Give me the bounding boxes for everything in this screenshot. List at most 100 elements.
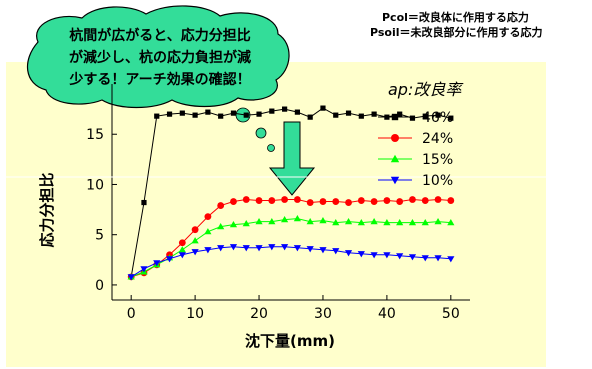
data-point bbox=[229, 244, 238, 251]
legend-label: 15% bbox=[422, 152, 453, 168]
data-point bbox=[256, 111, 262, 117]
data-point bbox=[269, 108, 275, 114]
x-tick-label: 10 bbox=[186, 306, 204, 322]
data-point bbox=[217, 223, 225, 230]
legend-label: 46% bbox=[422, 110, 453, 126]
data-point bbox=[306, 246, 314, 253]
data-point bbox=[166, 111, 173, 117]
data-point bbox=[319, 247, 327, 254]
y-tick-label: 10 bbox=[86, 177, 104, 193]
series-line bbox=[131, 199, 451, 278]
data-point bbox=[179, 110, 185, 116]
psoil-definition-note: Psoil＝未改良部分に作用する応力 bbox=[370, 26, 543, 39]
data-point bbox=[390, 154, 400, 163]
data-point bbox=[397, 111, 403, 117]
legend-item: 15% bbox=[378, 152, 453, 168]
data-point bbox=[281, 244, 289, 251]
data-point bbox=[140, 266, 148, 273]
data-point bbox=[390, 176, 400, 185]
x-tick-label: 40 bbox=[378, 306, 396, 322]
data-point bbox=[357, 219, 365, 226]
data-point bbox=[242, 245, 250, 252]
legend-label: 24% bbox=[422, 131, 453, 147]
data-point bbox=[434, 196, 442, 203]
data-point bbox=[447, 256, 455, 263]
data-point bbox=[409, 196, 416, 203]
data-point bbox=[370, 252, 378, 259]
data-point bbox=[383, 219, 391, 226]
data-point bbox=[319, 217, 327, 224]
data-point bbox=[421, 197, 429, 204]
data-point bbox=[204, 247, 212, 254]
data-point bbox=[435, 112, 441, 118]
data-point bbox=[396, 219, 404, 226]
data-point bbox=[243, 112, 249, 118]
data-point bbox=[447, 197, 455, 204]
x-tick-label: 50 bbox=[442, 306, 460, 322]
legend-label: 10% bbox=[422, 173, 453, 189]
data-point bbox=[178, 252, 186, 259]
legend-item: 24% bbox=[378, 131, 453, 147]
y-tick-label: 0 bbox=[95, 278, 104, 294]
data-point bbox=[293, 215, 301, 222]
data-point bbox=[281, 196, 289, 203]
data-point bbox=[306, 218, 314, 225]
data-point bbox=[282, 106, 288, 112]
data-point bbox=[421, 219, 429, 226]
data-point bbox=[294, 109, 300, 115]
data-point bbox=[408, 219, 417, 226]
data-point bbox=[255, 245, 263, 252]
data-point bbox=[178, 239, 186, 247]
data-point bbox=[383, 197, 391, 204]
data-point bbox=[345, 110, 352, 116]
data-point bbox=[370, 218, 378, 225]
data-point bbox=[306, 199, 314, 206]
x-tick-label: 30 bbox=[314, 306, 332, 322]
data-point bbox=[421, 255, 429, 262]
data-point bbox=[332, 198, 340, 205]
data-point bbox=[396, 198, 404, 205]
data-point bbox=[370, 198, 378, 205]
data-point bbox=[191, 237, 199, 244]
y-tick-label: 5 bbox=[95, 228, 104, 244]
down-arrow-icon bbox=[268, 121, 316, 196]
legend-title: ap:改良率 bbox=[388, 80, 464, 99]
data-point bbox=[332, 219, 340, 226]
data-point bbox=[255, 218, 263, 225]
data-point bbox=[205, 109, 211, 115]
callout-line: 少する！アーチ効果の確認！ bbox=[68, 71, 250, 88]
data-point bbox=[396, 253, 404, 260]
data-point bbox=[153, 260, 161, 267]
data-point bbox=[192, 112, 198, 118]
data-point bbox=[165, 256, 174, 263]
data-point bbox=[320, 105, 326, 111]
legend-item: 10% bbox=[378, 173, 453, 189]
data-point bbox=[268, 244, 276, 251]
x-axis-label: 沈下量(mm) bbox=[245, 332, 335, 350]
data-point bbox=[371, 111, 377, 117]
data-point bbox=[345, 199, 352, 206]
data-point bbox=[391, 134, 399, 142]
y-tick-label: 15 bbox=[86, 127, 104, 143]
series-24pct bbox=[127, 196, 455, 281]
data-point bbox=[217, 245, 225, 252]
data-point bbox=[204, 228, 212, 235]
data-point bbox=[434, 255, 442, 262]
data-point bbox=[344, 250, 353, 257]
data-point bbox=[408, 254, 417, 261]
data-point bbox=[229, 221, 238, 228]
data-point bbox=[242, 220, 250, 227]
callout-line: 杭間が広がると、応力分担比 bbox=[69, 27, 250, 44]
data-point bbox=[448, 115, 454, 121]
data-point bbox=[204, 213, 212, 221]
data-point bbox=[293, 245, 301, 252]
data-point bbox=[178, 246, 186, 253]
data-point bbox=[357, 197, 365, 204]
x-tick-label: 0 bbox=[127, 306, 136, 322]
data-point bbox=[333, 112, 339, 118]
callout-text: 杭間が広がると、応力分担比が減少し、杭の応力負担が減少する！アーチ効果の確認！ bbox=[68, 27, 251, 88]
data-point bbox=[154, 113, 160, 119]
series-line bbox=[130, 218, 451, 278]
data-point bbox=[230, 198, 237, 205]
